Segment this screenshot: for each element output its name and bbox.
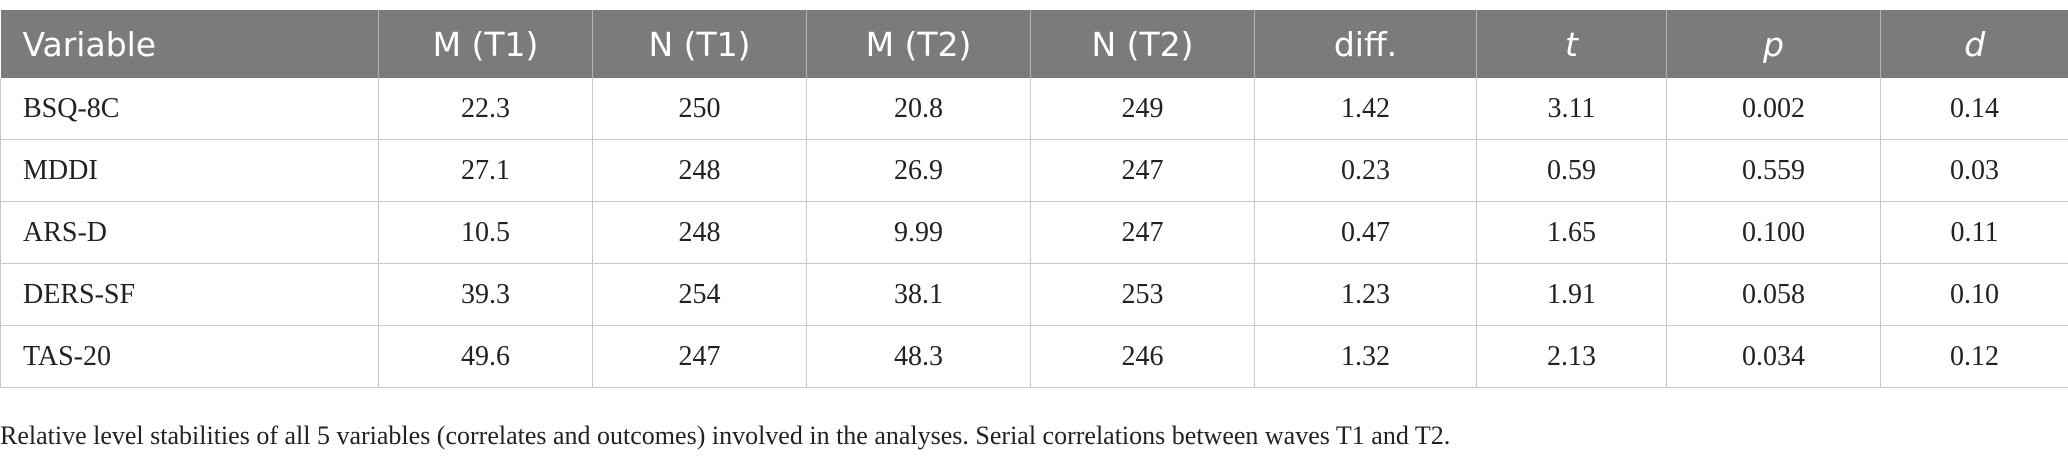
value-cell: 0.034 (1666, 325, 1881, 388)
value-cell: 0.10 (1880, 263, 2068, 326)
column-header-5: diff. (1254, 10, 1477, 78)
table-row: DERS-SF 39.3 254 38.1 253 1.23 1.91 0.058 0.10 (0, 263, 2068, 326)
variable-name-cell: TAS-20 (0, 325, 379, 388)
value-cell: 247 (1030, 139, 1255, 202)
value-cell: 0.03 (1880, 139, 2068, 202)
table-row: MDDI 27.1 248 26.9 247 0.23 0.59 0.559 0.03 (0, 139, 2068, 202)
value-cell: 10.5 (378, 201, 593, 264)
value-cell: 254 (592, 263, 807, 326)
table-header: Variable M (T1) N (T1) M (T2) N (T2) diff. t p d (0, 10, 2068, 78)
value-cell: 248 (592, 201, 807, 264)
value-cell: 249 (1030, 78, 1255, 140)
value-cell: 9.99 (806, 201, 1031, 264)
value-cell: 1.91 (1476, 263, 1667, 326)
value-cell: 0.002 (1666, 78, 1881, 140)
value-cell: 48.3 (806, 325, 1031, 388)
variable-name-cell: BSQ-8C (0, 78, 379, 140)
column-header-2: N (T1) (592, 10, 807, 78)
value-cell: 2.13 (1476, 325, 1667, 388)
column-header-0: Variable (0, 10, 379, 78)
column-header-1: M (T1) (378, 10, 593, 78)
column-header-7: p (1666, 10, 1881, 78)
value-cell: 1.23 (1254, 263, 1477, 326)
value-cell: 0.559 (1666, 139, 1881, 202)
value-cell: 26.9 (806, 139, 1031, 202)
value-cell: 1.32 (1254, 325, 1477, 388)
value-cell: 0.23 (1254, 139, 1477, 202)
value-cell: 0.59 (1476, 139, 1667, 202)
column-header-3: M (T2) (806, 10, 1031, 78)
value-cell: 0.47 (1254, 201, 1477, 264)
value-cell: 20.8 (806, 78, 1031, 140)
value-cell: 247 (1030, 201, 1255, 264)
results-table: Variable M (T1) N (T1) M (T2) N (T2) diff. t p d… (0, 10, 2068, 388)
value-cell: 248 (592, 139, 807, 202)
value-cell: 0.100 (1666, 201, 1881, 264)
variable-name-cell: MDDI (0, 139, 379, 202)
table-row: ARS-D 10.5 248 9.99 247 0.47 1.65 0.100 0.11 (0, 201, 2068, 264)
variable-name-cell: ARS-D (0, 201, 379, 264)
value-cell: 27.1 (378, 139, 593, 202)
value-cell: 22.3 (378, 78, 593, 140)
table-row: TAS-20 49.6 247 48.3 246 1.32 2.13 0.034 0.12 (0, 325, 2068, 388)
column-header-6: t (1476, 10, 1667, 78)
value-cell: 0.14 (1880, 78, 2068, 140)
table-footnote: Relative level stabilities of all 5 vari… (0, 421, 1451, 450)
header-row: Variable M (T1) N (T1) M (T2) N (T2) diff. t p d (0, 10, 2068, 78)
value-cell: 0.11 (1880, 201, 2068, 264)
results-table-container: Variable M (T1) N (T1) M (T2) N (T2) diff. t p d… (0, 10, 2068, 388)
value-cell: 246 (1030, 325, 1255, 388)
value-cell: 0.12 (1880, 325, 2068, 388)
column-header-8: d (1964, 24, 1986, 64)
column-header-4: N (T2) (1030, 10, 1255, 78)
variable-name-cell: DERS-SF (0, 263, 379, 326)
value-cell: 39.3 (378, 263, 593, 326)
value-cell: 247 (592, 325, 807, 388)
value-cell: 38.1 (806, 263, 1031, 326)
table-body: BSQ-8C 22.3 250 20.8 249 1.42 3.11 0.002 0.14 MDD… (0, 78, 2068, 388)
value-cell: 253 (1030, 263, 1255, 326)
value-cell: 1.65 (1476, 201, 1667, 264)
value-cell: 3.11 (1476, 78, 1667, 140)
value-cell: 1.42 (1254, 78, 1477, 140)
value-cell: 0.058 (1666, 263, 1881, 326)
value-cell: 49.6 (378, 325, 593, 388)
table-row: BSQ-8C 22.3 250 20.8 249 1.42 3.11 0.002 0.14 (0, 78, 2068, 140)
value-cell: 250 (592, 78, 807, 140)
